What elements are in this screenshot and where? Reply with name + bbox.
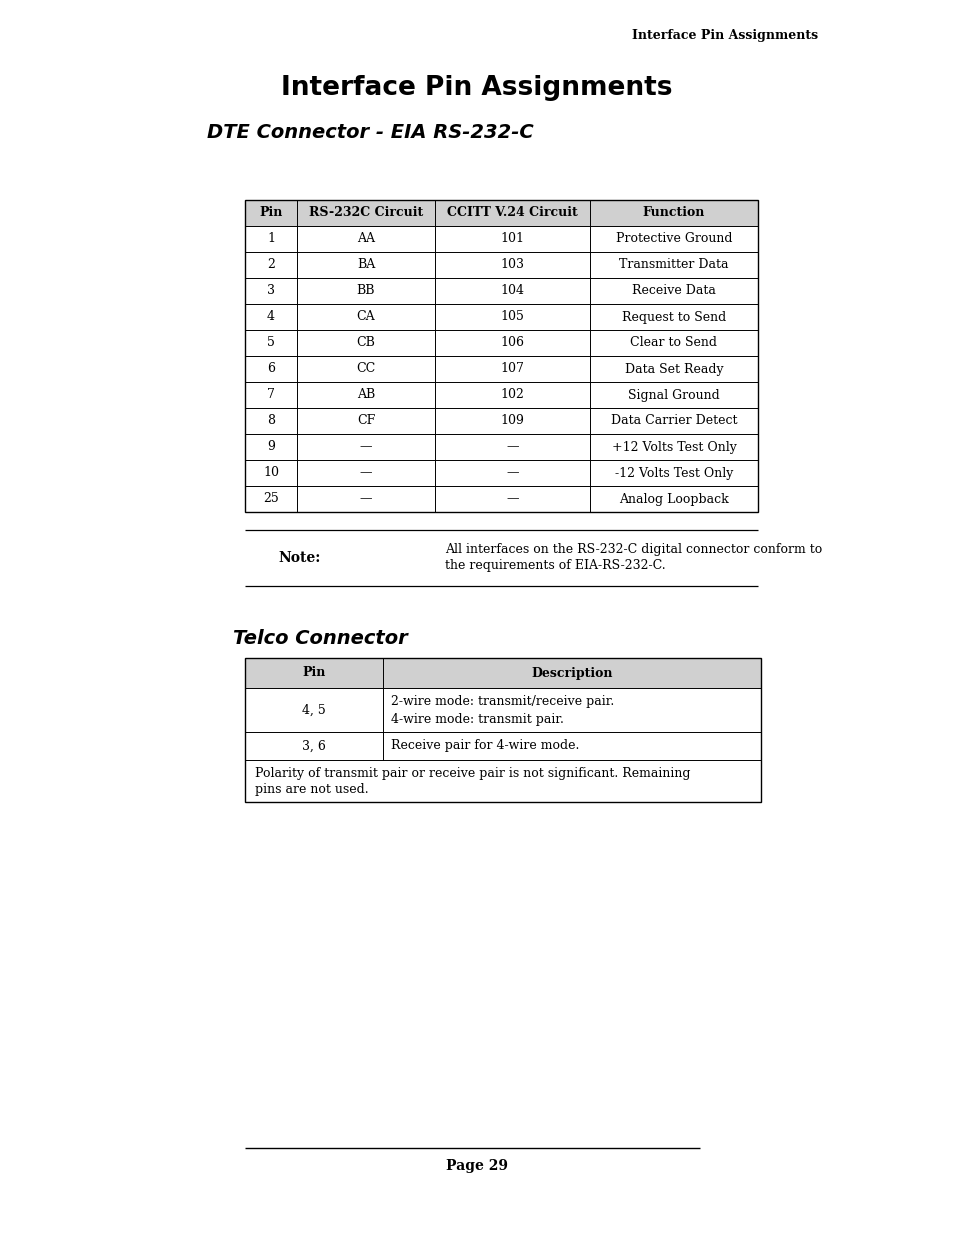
Text: 109: 109: [500, 415, 524, 427]
Text: 8: 8: [267, 415, 274, 427]
Text: All interfaces on the RS-232-C digital connector conform to: All interfaces on the RS-232-C digital c…: [444, 542, 821, 556]
Bar: [245, 200, 758, 226]
Text: 7: 7: [267, 389, 274, 401]
Text: Request to Send: Request to Send: [621, 310, 725, 324]
Text: CB: CB: [356, 336, 375, 350]
Text: the requirements of EIA-RS-232-C.: the requirements of EIA-RS-232-C.: [444, 558, 665, 572]
Text: 107: 107: [500, 363, 524, 375]
Text: Description: Description: [531, 667, 612, 679]
Text: 4, 5: 4, 5: [302, 704, 326, 716]
Text: 3: 3: [267, 284, 274, 298]
Text: +12 Volts Test Only: +12 Volts Test Only: [611, 441, 736, 453]
Text: Receive Data: Receive Data: [632, 284, 715, 298]
Text: —: —: [506, 467, 518, 479]
Text: AB: AB: [356, 389, 375, 401]
Text: 4-wire mode: transmit pair.: 4-wire mode: transmit pair.: [391, 713, 563, 725]
Text: Note:: Note:: [278, 551, 321, 564]
Text: 4: 4: [267, 310, 274, 324]
Text: -12 Volts Test Only: -12 Volts Test Only: [614, 467, 733, 479]
Text: 1: 1: [267, 232, 274, 246]
Text: 2-wire mode: transmit/receive pair.: 2-wire mode: transmit/receive pair.: [391, 694, 614, 708]
Text: CF: CF: [356, 415, 375, 427]
Text: 9: 9: [267, 441, 274, 453]
Text: —: —: [506, 441, 518, 453]
Text: CC: CC: [356, 363, 375, 375]
Text: DTE Connector - EIA RS-232-C: DTE Connector - EIA RS-232-C: [207, 124, 533, 142]
Text: 105: 105: [500, 310, 524, 324]
Bar: [245, 200, 758, 513]
Text: CCITT V.24 Circuit: CCITT V.24 Circuit: [447, 206, 578, 220]
Text: BB: BB: [356, 284, 375, 298]
Text: 10: 10: [263, 467, 278, 479]
Text: 101: 101: [500, 232, 524, 246]
Text: 3, 6: 3, 6: [302, 740, 326, 752]
Text: —: —: [359, 467, 372, 479]
Text: 2: 2: [267, 258, 274, 272]
Text: Telco Connector: Telco Connector: [233, 629, 407, 647]
Text: Pin: Pin: [302, 667, 325, 679]
Text: AA: AA: [356, 232, 375, 246]
Text: Interface Pin Assignments: Interface Pin Assignments: [281, 75, 672, 101]
Text: RS-232C Circuit: RS-232C Circuit: [309, 206, 423, 220]
Text: Pin: Pin: [259, 206, 282, 220]
Text: Page 29: Page 29: [446, 1158, 507, 1173]
Text: Signal Ground: Signal Ground: [627, 389, 720, 401]
Bar: [245, 658, 760, 688]
Text: Clear to Send: Clear to Send: [630, 336, 717, 350]
Text: Polarity of transmit pair or receive pair is not significant. Remaining: Polarity of transmit pair or receive pai…: [254, 767, 690, 779]
Text: Receive pair for 4-wire mode.: Receive pair for 4-wire mode.: [391, 740, 578, 752]
Text: Interface Pin Assignments: Interface Pin Assignments: [631, 28, 818, 42]
Text: 102: 102: [500, 389, 524, 401]
Text: —: —: [359, 493, 372, 505]
Text: —: —: [506, 493, 518, 505]
Text: Function: Function: [642, 206, 704, 220]
Text: 104: 104: [500, 284, 524, 298]
Text: Transmitter Data: Transmitter Data: [618, 258, 728, 272]
Bar: [245, 658, 760, 802]
Text: Analog Loopback: Analog Loopback: [618, 493, 728, 505]
Text: 25: 25: [263, 493, 278, 505]
Text: Protective Ground: Protective Ground: [615, 232, 732, 246]
Text: BA: BA: [356, 258, 375, 272]
Text: 5: 5: [267, 336, 274, 350]
Text: CA: CA: [356, 310, 375, 324]
Text: 103: 103: [500, 258, 524, 272]
Text: Data Carrier Detect: Data Carrier Detect: [610, 415, 737, 427]
Text: pins are not used.: pins are not used.: [254, 783, 368, 797]
Text: 6: 6: [267, 363, 274, 375]
Text: Data Set Ready: Data Set Ready: [624, 363, 722, 375]
Text: 106: 106: [500, 336, 524, 350]
Text: —: —: [359, 441, 372, 453]
